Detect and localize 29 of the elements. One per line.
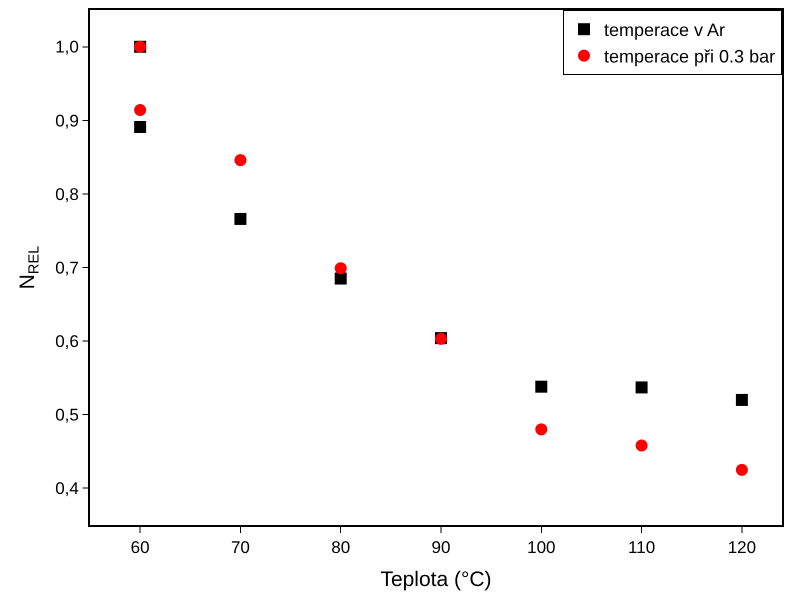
point xyxy=(736,464,748,476)
x-tick-label: 60 xyxy=(130,538,150,558)
y-tick-label: 1,0 xyxy=(55,38,79,57)
point xyxy=(535,380,548,393)
point xyxy=(134,120,146,133)
y-tick-label: 0,5 xyxy=(55,406,79,425)
x-tick-label: 90 xyxy=(432,538,450,558)
y-tick-label: 0,6 xyxy=(55,332,79,352)
point xyxy=(736,394,748,406)
x-tick-label: 70 xyxy=(230,538,250,558)
point xyxy=(535,423,548,436)
x-tick-label: 110 xyxy=(628,538,656,558)
y-tick-label: 0,7 xyxy=(55,258,79,278)
y-tick-label: 0,9 xyxy=(55,111,79,130)
legend-label: temperace při 0.3 bar xyxy=(604,46,776,67)
y-tick-label: 0,4 xyxy=(55,479,79,498)
x-axis-title: Teplota (°C) xyxy=(380,568,492,591)
x-tick-label: 120 xyxy=(728,538,756,558)
point xyxy=(234,212,246,225)
point xyxy=(636,381,648,394)
y-tick-label: 0,8 xyxy=(55,184,79,204)
point xyxy=(636,440,648,452)
legend-label: temperace v Ar xyxy=(604,20,726,40)
point xyxy=(234,154,246,166)
point xyxy=(334,272,347,285)
point xyxy=(334,262,347,274)
point xyxy=(134,104,146,116)
x-tick-label: 80 xyxy=(331,538,350,558)
x-tick-label: 100 xyxy=(527,538,556,558)
